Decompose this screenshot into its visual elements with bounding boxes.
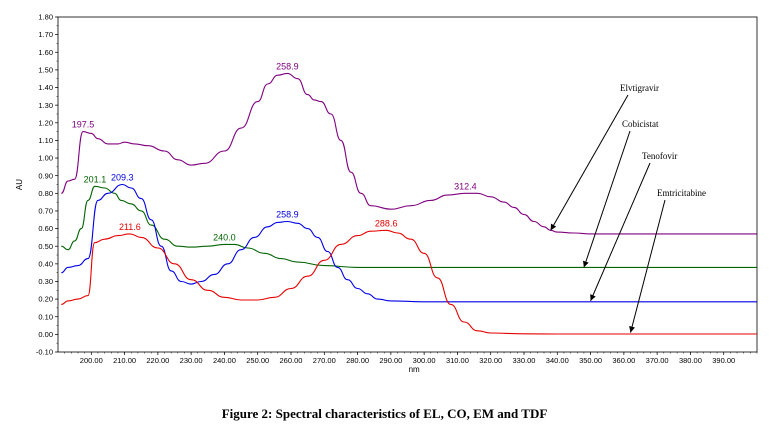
- x-tick-label: 390.00: [712, 356, 735, 365]
- y-tick-label: -0.10: [36, 348, 53, 357]
- x-tick-label: 250.00: [246, 356, 269, 365]
- peak-annotations: 197.5 258.9 312.4 201.1 209.3 240.0 258.9 211.6…: [72, 61, 477, 242]
- legend-label: Tenofovir: [642, 151, 677, 161]
- series-line-emtricitabine: [61, 229, 757, 335]
- y-tick-label: 0.00: [38, 330, 53, 339]
- peak-label: 211.6: [119, 222, 141, 232]
- y-tick-label: 1.00: [38, 154, 53, 163]
- y-tick-label: 0.10: [38, 312, 53, 321]
- y-tick-label: 0.70: [38, 207, 53, 216]
- legend-arrow-line: [590, 162, 651, 302]
- legend-label: Elvtigravir: [620, 83, 659, 93]
- x-tick-label: 360.00: [612, 356, 635, 365]
- peak-label: 258.9: [276, 210, 299, 220]
- x-tick-label: 240.00: [213, 356, 236, 365]
- y-axis-title: AU: [15, 179, 24, 190]
- y-tick-label: 1.10: [38, 136, 53, 145]
- legend-label: Emtricitabine: [657, 188, 706, 198]
- legend-labels: Elvtigravir Cobicistat Tenofovir Emtricitab…: [550, 83, 706, 333]
- y-tick-label: 1.30: [38, 101, 53, 110]
- y-tick-label: 1.50: [38, 65, 53, 74]
- legend-arrow-line: [583, 130, 631, 268]
- legend-arrow-head: [582, 260, 589, 268]
- series-lines: [61, 72, 757, 335]
- x-tick-label: 270.00: [313, 356, 336, 365]
- x-tick-label: 200.00: [80, 356, 103, 365]
- legend-arrow-line: [550, 94, 629, 231]
- x-tick-label: 330.00: [513, 356, 536, 365]
- x-tick-label: 320.00: [479, 356, 502, 365]
- y-tick-label: 0.40: [38, 259, 53, 268]
- x-tick-label: 280.00: [346, 356, 369, 365]
- spectral-chart: -0.10 0.00 0.10 0.20 0.30 0.40 0.50 0.60 0.70 0.8…: [15, 13, 758, 374]
- peak-label: 197.5: [72, 120, 95, 130]
- peak-label: 201.1: [84, 174, 107, 184]
- peak-label: 312.4: [454, 181, 477, 191]
- y-tick-label: 0.90: [38, 171, 53, 180]
- peak-label: 240.0: [213, 232, 236, 242]
- figure-caption: Figure 2: Spectral characteristics of EL…: [221, 406, 548, 421]
- y-tick-label: 0.30: [38, 277, 53, 286]
- series-line-elvtigravir: [61, 72, 757, 235]
- x-tick-label: 290.00: [379, 356, 402, 365]
- y-tick-label: 0.80: [38, 189, 53, 198]
- x-tick-label: 230.00: [180, 356, 203, 365]
- x-tick-label: 380.00: [679, 356, 702, 365]
- x-tick-label: 220.00: [146, 356, 169, 365]
- x-tick-label: 300.00: [413, 356, 436, 365]
- x-tick-label: 370.00: [646, 356, 669, 365]
- legend-arrow-head: [629, 326, 635, 333]
- y-tick-label: 0.20: [38, 295, 53, 304]
- peak-label: 209.3: [111, 173, 134, 183]
- series-line-cobicistat: [61, 185, 757, 268]
- x-axis-title: nm: [409, 365, 420, 374]
- y-tick-label: 1.70: [38, 30, 53, 39]
- x-tick-label: 350.00: [579, 356, 602, 365]
- peak-label: 288.6: [375, 218, 398, 228]
- legend-arrow-head: [550, 223, 557, 231]
- y-tick-label: 0.60: [38, 224, 53, 233]
- x-tick-label: 210.00: [113, 356, 136, 365]
- legend-arrow-line: [630, 199, 666, 333]
- legend-label: Cobicistat: [622, 119, 659, 129]
- legend-arrow-head: [590, 294, 596, 301]
- y-tick-label: 1.60: [38, 48, 53, 57]
- y-tick-label: 1.40: [38, 83, 53, 92]
- peak-label: 258.9: [276, 61, 299, 71]
- y-axis: -0.10 0.00 0.10 0.20 0.30 0.40 0.50 0.60 0.70 0.8…: [36, 13, 58, 357]
- x-tick-label: 340.00: [546, 356, 569, 365]
- y-tick-label: 1.20: [38, 118, 53, 127]
- series-line-tenofovir: [61, 183, 757, 303]
- x-axis: 200.00 210.00 220.00 230.00 240.00 250.00 260.…: [64, 352, 758, 365]
- y-tick-label: 1.80: [38, 13, 53, 22]
- x-tick-label: 310.00: [446, 356, 469, 365]
- y-tick-label: 0.50: [38, 242, 53, 251]
- x-tick-label: 260.00: [280, 356, 303, 365]
